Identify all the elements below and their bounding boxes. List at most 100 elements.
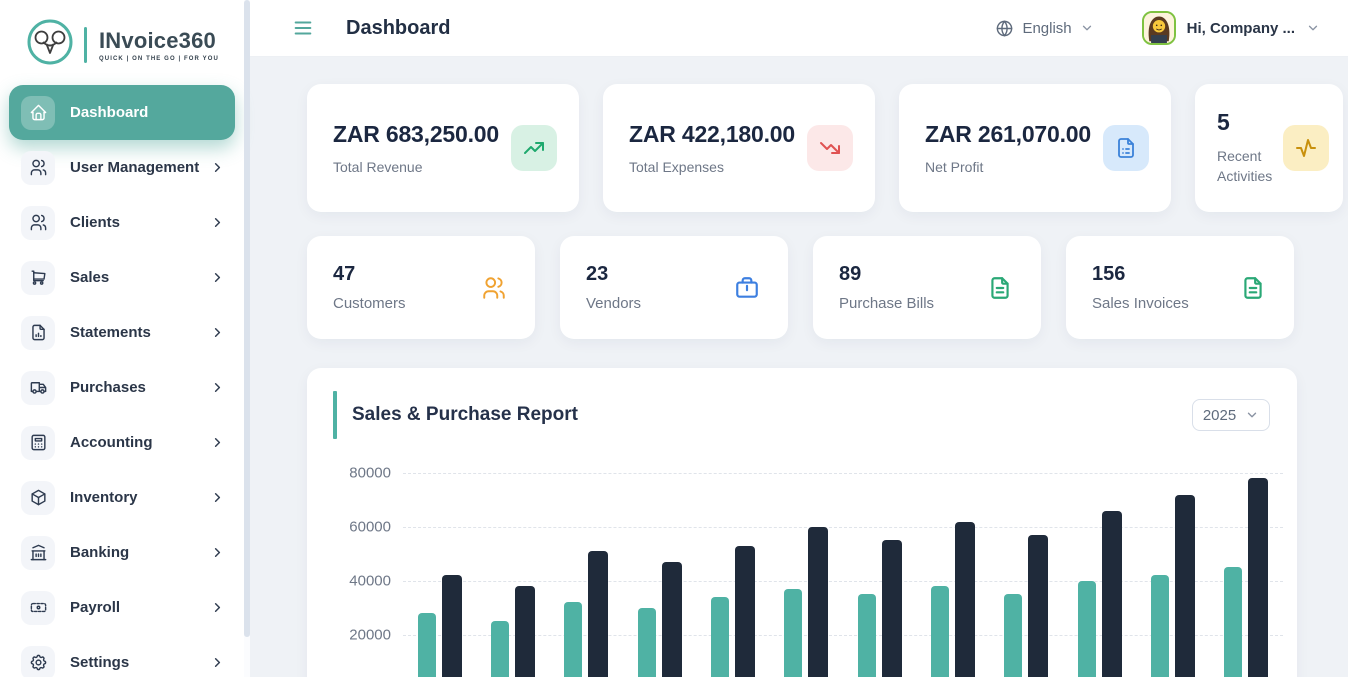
truck-icon [21, 370, 55, 405]
chevron-right-icon [210, 325, 225, 340]
bar-group [403, 575, 476, 677]
bar-purchases [514, 586, 535, 677]
sidebar-item-label: Settings [70, 654, 130, 671]
bar-sales [857, 594, 876, 677]
sidebar-item-banking[interactable]: Banking [9, 525, 235, 580]
bar-sales [564, 602, 583, 677]
sidebar-item-label: Dashboard [70, 104, 149, 121]
bar-group [1210, 478, 1283, 677]
bar-group [1063, 510, 1136, 677]
chevron-right-icon [210, 435, 225, 450]
sidebar-item-clients[interactable]: Clients [9, 195, 235, 250]
card-vendors: 23 Vendors [560, 236, 788, 339]
bar-sales [1150, 575, 1169, 677]
bar-sales [1077, 580, 1096, 677]
y-axis-tick: 60000 [349, 518, 391, 536]
bar-sales [490, 621, 509, 677]
bar-sales [930, 586, 949, 677]
users-icon [21, 150, 55, 185]
bar-purchases [734, 545, 755, 677]
sidebar-item-settings[interactable]: Settings [9, 635, 235, 677]
sidebar: INvoice360 QUICK | ON THE GO | FOR YOU D… [0, 0, 244, 677]
page-title: Dashboard [346, 16, 451, 39]
cube-icon [21, 480, 55, 515]
year-select[interactable]: 2025 [1192, 399, 1270, 431]
vendors-label: Vendors [586, 295, 642, 312]
gridline [403, 634, 1283, 636]
language-selector[interactable]: English [995, 19, 1093, 38]
sidebar-item-sales[interactable]: Sales [9, 250, 235, 305]
trending-up-icon [511, 125, 557, 171]
bar-group [476, 586, 549, 677]
sidebar-item-inventory[interactable]: Inventory [9, 470, 235, 525]
user-menu[interactable]: Hi, Company ... [1141, 11, 1320, 45]
chevron-right-icon [210, 600, 225, 615]
menu-toggle-button[interactable] [292, 17, 314, 39]
bar-purchases [1101, 510, 1122, 677]
y-axis-tick: 80000 [349, 464, 391, 482]
total-expenses-label: Total Expenses [629, 159, 724, 175]
users-icon [21, 205, 55, 240]
sidebar-nav: Dashboard User Management Clients [0, 85, 244, 677]
sidebar-item-purchases[interactable]: Purchases [9, 360, 235, 415]
bar-sales [417, 613, 436, 677]
briefcase-icon [734, 275, 760, 301]
gridline [403, 473, 1283, 474]
card-total-expenses: ZAR 422,180.00 Total Expenses [603, 84, 875, 212]
bar-purchases [1028, 534, 1049, 677]
net-profit-label: Net Profit [925, 159, 984, 175]
bar-group [550, 551, 623, 677]
sidebar-scrollbar-thumb[interactable] [244, 0, 250, 637]
card-purchase-bills: 89 Purchase Bills [813, 236, 1041, 339]
users-icon [481, 275, 507, 301]
file-invoice-icon [1103, 125, 1149, 171]
brand-logo-icon [26, 18, 74, 71]
bar-chart: 80000 60000 40000 20000 [343, 463, 1283, 677]
globe-icon [995, 19, 1014, 38]
report-title: Sales & Purchase Report [352, 404, 578, 425]
kpi-row: ZAR 683,250.00 Total Revenue ZAR 422,180… [307, 84, 1348, 212]
sidebar-item-label: Accounting [70, 434, 153, 451]
bar-sales [637, 607, 656, 677]
recent-activities-label: Recent Activities [1217, 148, 1273, 184]
total-revenue-value: ZAR 683,250.00 [333, 121, 499, 147]
bar-purchases [881, 540, 902, 677]
card-total-revenue: ZAR 683,250.00 Total Revenue [307, 84, 579, 212]
sidebar-item-label: Sales [70, 269, 110, 286]
bar-sales [710, 596, 729, 677]
sales-invoices-count: 156 [1092, 263, 1126, 285]
gear-icon [21, 645, 55, 677]
card-sales-invoices: 156 Sales Invoices [1066, 236, 1294, 339]
sidebar-item-label: User Management [70, 159, 200, 176]
gridline [403, 526, 1283, 528]
sidebar-item-accounting[interactable]: Accounting [9, 415, 235, 470]
bar-purchases [661, 561, 682, 677]
trending-down-icon [807, 125, 853, 171]
bar-group [770, 526, 843, 677]
card-recent-activities: 5 Recent Activities [1195, 84, 1343, 212]
card-net-profit: ZAR 261,070.00 Net Profit [899, 84, 1171, 212]
bar-group [623, 561, 696, 677]
activity-icon [1283, 125, 1329, 171]
bar-group [916, 521, 989, 677]
card-customers: 47 Customers [307, 236, 535, 339]
sidebar-scrollbar[interactable] [244, 0, 250, 677]
file-text-icon [1240, 275, 1266, 301]
brand-logo: INvoice360 QUICK | ON THE GO | FOR YOU [0, 0, 244, 85]
chevron-right-icon [210, 655, 225, 670]
chevron-down-icon [1080, 21, 1094, 35]
bar-group [990, 534, 1063, 677]
sidebar-item-user-management[interactable]: User Management [9, 140, 235, 195]
sidebar-item-statements[interactable]: Statements [9, 305, 235, 360]
chevron-right-icon [210, 380, 225, 395]
bar-purchases [808, 526, 829, 677]
total-revenue-label: Total Revenue [333, 159, 423, 175]
purchase-bills-label: Purchase Bills [839, 295, 935, 312]
bar-sales [784, 588, 803, 677]
sidebar-item-payroll[interactable]: Payroll [9, 580, 235, 635]
bar-sales [1224, 567, 1243, 677]
y-axis-tick: 40000 [349, 572, 391, 590]
content: ZAR 683,250.00 Total Revenue ZAR 422,180… [250, 57, 1348, 677]
sidebar-item-dashboard[interactable]: Dashboard [9, 85, 235, 140]
